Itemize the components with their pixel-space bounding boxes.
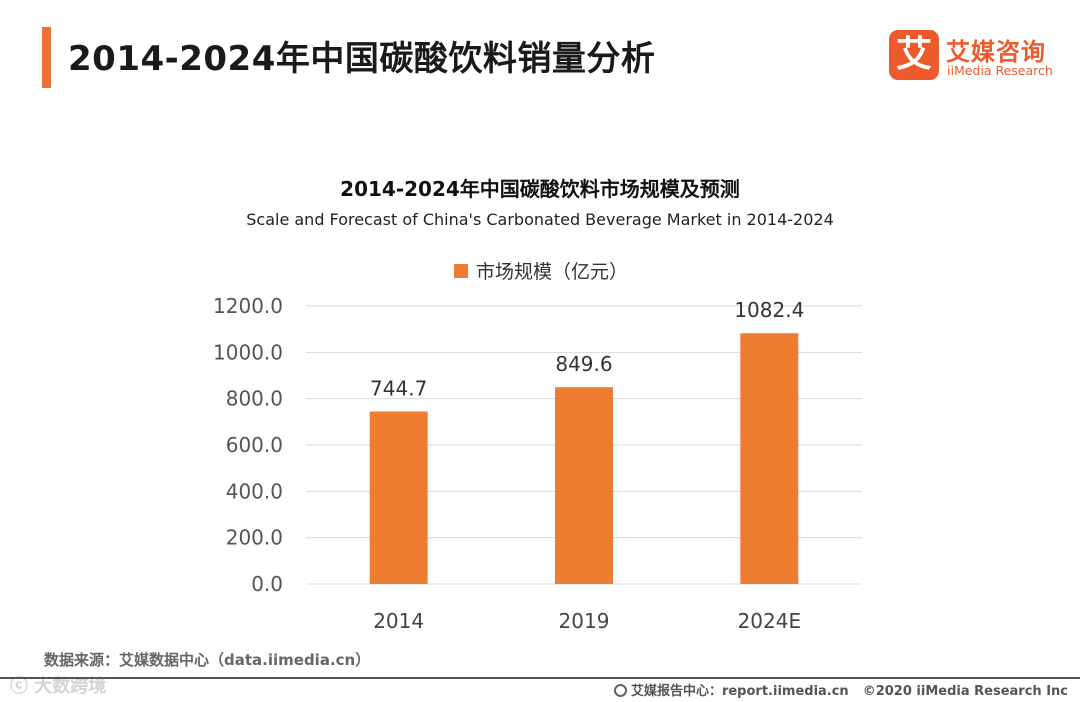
value-label: 849.6 <box>555 352 612 376</box>
y-tick-label: 800.0 <box>226 387 283 411</box>
watermark: ⓒ 大数跨境 <box>10 676 107 697</box>
value-label: 1082.4 <box>734 298 804 322</box>
y-tick-label: 400.0 <box>226 479 283 503</box>
footer: 艾媒报告中心：report.iimedia.cn ©2020 iiMedia Re… <box>613 680 1068 699</box>
brand-logo: 艾 艾媒咨询 iiMedia Research <box>889 30 1064 82</box>
x-tick-label: 2024E <box>738 609 802 633</box>
logo-mark-icon: 艾 <box>889 30 939 80</box>
footer-divider <box>0 677 1080 679</box>
report-center: 艾媒报告中心：report.iimedia.cn <box>630 684 849 699</box>
chart-subtitle: Scale and Forecast of China's Carbonated… <box>246 210 834 229</box>
legend-swatch-icon <box>454 263 468 278</box>
logo-chinese-name: 艾媒咨询 <box>946 38 1046 66</box>
bar[interactable] <box>369 411 428 584</box>
y-tick-label: 1000.0 <box>213 340 283 364</box>
globe-icon <box>613 684 627 697</box>
y-tick-label: 200.0 <box>226 526 283 550</box>
chart-title: 2014-2024年中国碳酸饮料市场规模及预测 <box>340 177 740 201</box>
logo-english-name: iiMedia Research <box>947 63 1053 78</box>
data-source: 数据来源：艾媒数据中心（data.iimedia.cn） <box>44 651 371 669</box>
bar[interactable] <box>740 333 799 584</box>
legend-label: 市场规模（亿元） <box>476 261 629 283</box>
x-tick-label: 2019 <box>559 609 610 633</box>
y-tick-label: 600.0 <box>226 433 283 457</box>
y-tick-label: 0.0 <box>251 572 283 596</box>
y-tick-label: 1200.0 <box>213 294 283 318</box>
title-accent-bar <box>42 27 51 88</box>
value-label: 744.7 <box>370 376 427 400</box>
chart-legend: 市场规模（亿元） <box>454 257 628 283</box>
x-tick-label: 2014 <box>373 609 424 633</box>
page-title: 2014-2024年中国碳酸饮料销量分析 <box>68 39 656 79</box>
copyright: ©2020 iiMedia Research Inc <box>862 684 1068 699</box>
bar[interactable] <box>555 387 613 584</box>
